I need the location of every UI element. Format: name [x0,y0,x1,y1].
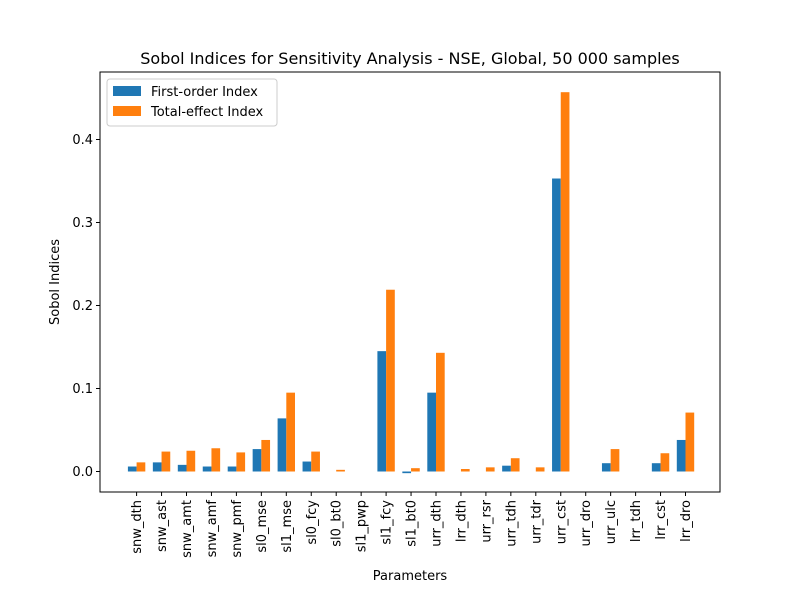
chart-title: Sobol Indices for Sensitivity Analysis -… [140,49,679,68]
legend-box [106,78,278,127]
bar-total-effect-urr_tdh [510,458,520,472]
x-tick-label-lrr_cst: lrr_cst [654,500,669,540]
bar-first-order-sl1_fcy [377,351,387,472]
bar-total-effect-snw_amt [186,450,196,472]
bar-total-effect-lrr_dth [460,469,470,472]
legend-label-total-effect: Total-effect Index [150,105,263,120]
x-tick-label-sl1_mse: sl1_mse [280,500,295,553]
bar-first-order-snw_amf [202,466,212,472]
x-tick-label-sl0_bt0: sl0_bt0 [330,500,345,547]
bar-first-order-sl1_bt0 [402,471,412,474]
bar-total-effect-sl1_bt0 [411,468,420,472]
x-tick-label-urr_tdr: urr_tdr [529,499,544,544]
x-tick-label-snw_amf: snw_amf [205,500,220,558]
bar-total-effect-urr_cst [560,92,570,472]
bar-total-effect-snw_amf [211,448,221,472]
bar-total-effect-sl1_fcy [386,289,395,472]
bar-first-order-urr_dth [427,392,436,472]
x-axis: snw_dth snw_ast snw_amt snw_amf snw_pmf sl0_m… [130,492,694,558]
bar-first-order-lrr_cst [651,463,661,472]
x-tick-label-lrr_dth: lrr_dth [454,500,469,542]
bar-first-order-urr_tdh [502,465,511,472]
bars-layer [127,92,695,474]
x-tick-label-lrr_dro: lrr_dro [679,500,694,542]
bar-total-effect-snw_pmf [236,452,246,472]
x-tick-label-sl1_fcy: sl1_fcy [380,500,395,545]
y-tick-label: 0.3 [72,216,93,231]
legend: First-order Index Total-effect Index [106,78,278,127]
bar-total-effect-urr_dth [436,352,445,472]
bar-total-effect-sl0_fcy [311,451,320,472]
bar-first-order-snw_amt [177,464,187,472]
y-tick-label: 0.2 [72,299,93,314]
x-tick-label-snw_pmf: snw_pmf [230,500,245,558]
bar-first-order-sl0_mse [252,449,262,472]
bar-total-effect-sl0_mse [261,439,271,472]
bar-first-order-snw_ast [152,462,162,472]
bar-first-order-snw_pmf [227,466,237,472]
bar-first-order-sl1_mse [277,418,287,472]
legend-swatch-first-order [113,86,141,96]
legend-label-first-order: First-order Index [151,85,258,100]
bar-total-effect-sl1_mse [286,392,295,472]
bar-total-effect-snw_dth [136,462,146,472]
x-tick-label-sl0_mse: sl0_mse [255,500,270,553]
y-tick-label: 0.0 [72,465,93,480]
x-tick-label-urr_rsr: urr_rsr [479,499,494,542]
x-axis-label: Parameters [373,569,448,584]
x-tick-label-sl0_fcy: sl0_fcy [305,500,320,545]
bar-total-effect-urr_rsr [485,467,495,472]
y-axis-label: Sobol Indices [48,239,63,325]
x-tick-label-lrr_tdh: lrr_tdh [629,500,644,542]
bar-total-effect-lrr_cst [660,453,670,472]
bar-first-order-snw_dth [127,466,137,472]
bar-total-effect-urr_tdr [535,467,545,472]
bar-total-effect-snw_ast [161,451,171,472]
bar-first-order-lrr_dro [676,439,686,472]
x-tick-label-urr_ulc: urr_ulc [604,500,619,544]
y-tick-label: 0.1 [72,382,93,397]
legend-swatch-total-effect [113,106,141,116]
x-tick-label-urr_tdh: urr_tdh [504,500,519,547]
x-tick-label-sl1_pwp: sl1_pwp [355,500,370,552]
bar-total-effect-lrr_dro [685,412,695,472]
x-tick-label-urr_dth: urr_dth [430,500,445,547]
y-tick-label: 0.4 [72,133,93,148]
bar-total-effect-urr_ulc [610,449,620,472]
x-tick-label-urr_dro: urr_dro [579,500,594,547]
y-axis: 0.0 0.1 0.2 0.3 0.4 [72,133,100,480]
x-tick-label-snw_dth: snw_dth [130,500,145,554]
plot-frame [99,71,721,493]
x-tick-label-urr_cst: urr_cst [554,500,569,544]
x-tick-label-sl1_bt0: sl1_bt0 [405,500,420,547]
bar-first-order-urr_ulc [601,463,611,472]
bar-total-effect-sl0_bt0 [336,469,345,472]
bar-first-order-urr_cst [552,178,561,472]
bar-first-order-sl0_fcy [302,461,312,472]
x-tick-label-snw_amt: snw_amt [180,500,195,558]
x-tick-label-snw_ast: snw_ast [155,500,170,552]
